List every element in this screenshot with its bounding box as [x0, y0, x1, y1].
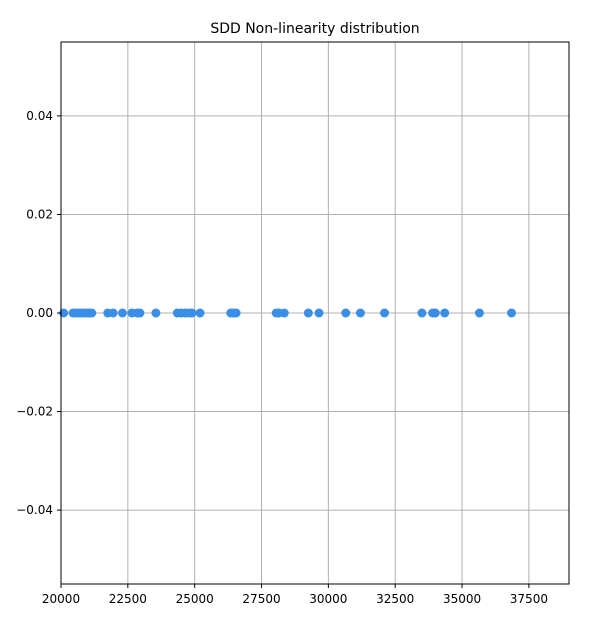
grid-lines — [60, 42, 569, 584]
x-axis: 20000 22500 25000 27500 30000 32500 35000 37500 — [42, 584, 548, 606]
x-tick-label: 25000 — [176, 592, 214, 606]
y-tick-label: 0.04 — [26, 109, 53, 123]
data-points — [59, 308, 517, 318]
y-tick-label: −0.02 — [16, 405, 53, 419]
data-point — [430, 308, 440, 318]
data-point — [195, 308, 205, 318]
data-point — [355, 308, 365, 318]
data-point — [507, 308, 517, 318]
x-tick-label: 22500 — [109, 592, 147, 606]
data-point — [314, 308, 324, 318]
data-point — [279, 308, 289, 318]
y-tick-label: 0.02 — [26, 207, 53, 221]
y-tick-label: 0.00 — [26, 306, 53, 320]
data-point — [108, 308, 118, 318]
data-point — [341, 308, 351, 318]
data-point — [151, 308, 161, 318]
x-tick-label: 27500 — [242, 592, 280, 606]
y-tick-label: −0.04 — [16, 503, 53, 517]
x-tick-label: 20000 — [42, 592, 80, 606]
data-point — [231, 308, 241, 318]
data-point — [303, 308, 313, 318]
x-tick-label: 37500 — [510, 592, 548, 606]
x-tick-label: 30000 — [309, 592, 347, 606]
x-tick-label: 32500 — [376, 592, 414, 606]
chart-title: SDD Non-linearity distribution — [210, 21, 419, 37]
data-point — [440, 308, 450, 318]
data-point — [380, 308, 390, 318]
data-point — [474, 308, 484, 318]
data-point — [135, 308, 145, 318]
data-point — [117, 308, 127, 318]
x-tick-label: 35000 — [443, 592, 481, 606]
y-axis: 0.04 0.02 0.00 −0.02 −0.04 — [16, 109, 61, 517]
data-point — [417, 308, 427, 318]
data-point — [187, 308, 197, 318]
data-point — [87, 308, 97, 318]
